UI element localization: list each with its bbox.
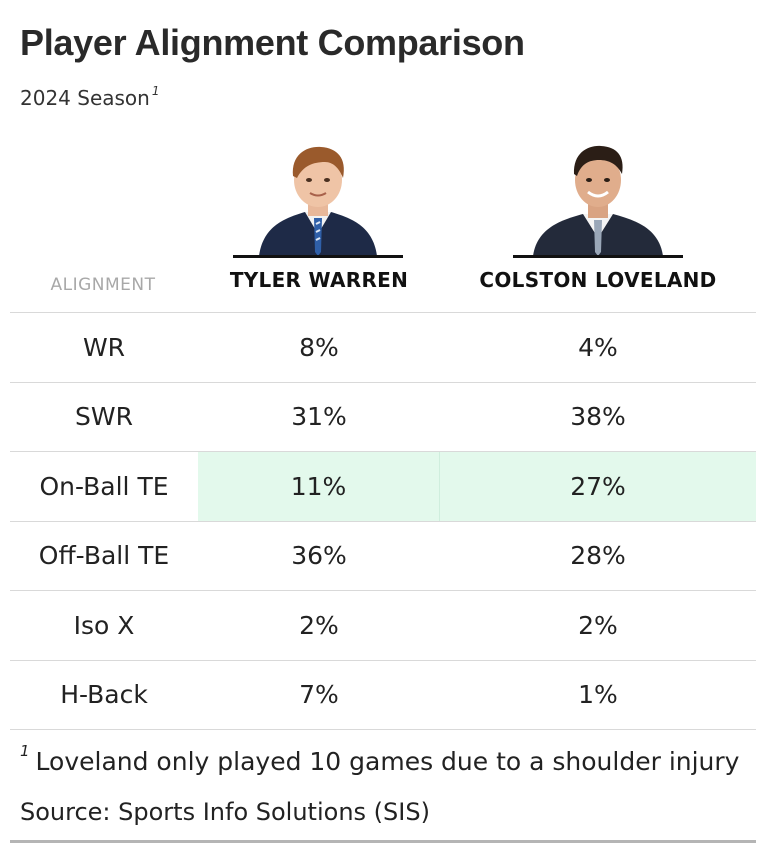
subtitle-text: 2024 Season [20, 86, 150, 110]
chart-subtitle: 2024 Season 1 [20, 84, 159, 110]
table-row: Off-Ball TE 36% 28% [10, 522, 756, 591]
row-label-off-ball-te: Off-Ball TE [38, 541, 170, 571]
table-row: WR 8% 4% [10, 313, 756, 383]
tyler-warren-photo [233, 140, 403, 258]
table-row: H-Back 7% 1% [10, 661, 756, 730]
player-name-colston-loveland: COLSTON LOVELAND [479, 268, 717, 292]
table-row: On-Ball TE 11% 27% [10, 452, 756, 522]
colston-loveland-value: 28% [570, 541, 626, 571]
footnote: 1 Loveland only played 10 games due to a … [20, 742, 739, 776]
bottom-divider [10, 840, 756, 843]
table-row: Iso X 2% 2% [10, 591, 756, 661]
colston-loveland-value: 1% [578, 680, 618, 710]
tyler-warren-value: 36% [291, 541, 347, 571]
player-name-tyler-warren: TYLER WARREN [229, 268, 409, 292]
table-row: SWR 31% 38% [10, 383, 756, 452]
row-label-h-back: H-Back [60, 680, 148, 710]
colston-loveland-value: 4% [578, 332, 618, 362]
subtitle-footnote-marker: 1 [151, 84, 160, 98]
tyler-warren-value: 2% [299, 610, 339, 640]
colston-loveland-value: 2% [578, 610, 618, 640]
colston-loveland-value-highlighted: 27% [440, 452, 756, 521]
chart-title: Player Alignment Comparison [20, 22, 525, 63]
source-credit: Source: Sports Info Solutions (SIS) [20, 798, 430, 826]
colston-loveland-value: 38% [570, 402, 626, 432]
row-label-iso-x: Iso X [73, 610, 135, 640]
tyler-warren-value: 7% [299, 680, 339, 710]
row-label-swr: SWR [75, 402, 133, 432]
colston-loveland-headshot-icon [513, 145, 683, 258]
tyler-warren-value: 31% [291, 402, 347, 432]
colston-loveland-photo [513, 140, 683, 258]
row-label-wr: WR [82, 332, 126, 362]
tyler-warren-value: 8% [299, 332, 339, 362]
footnote-text: Loveland only played 10 games due to a s… [35, 747, 740, 776]
footnote-marker: 1 [20, 742, 30, 760]
tyler-warren-value-highlighted: 11% [198, 452, 440, 521]
alignment-table: WR 8% 4% SWR 31% 38% On-Ball TE 11% 27% … [10, 312, 756, 730]
row-label-on-ball-te: On-Ball TE [39, 471, 169, 501]
tyler-warren-headshot-icon [233, 146, 403, 258]
alignment-column-header: ALIGNMENT [50, 275, 156, 295]
